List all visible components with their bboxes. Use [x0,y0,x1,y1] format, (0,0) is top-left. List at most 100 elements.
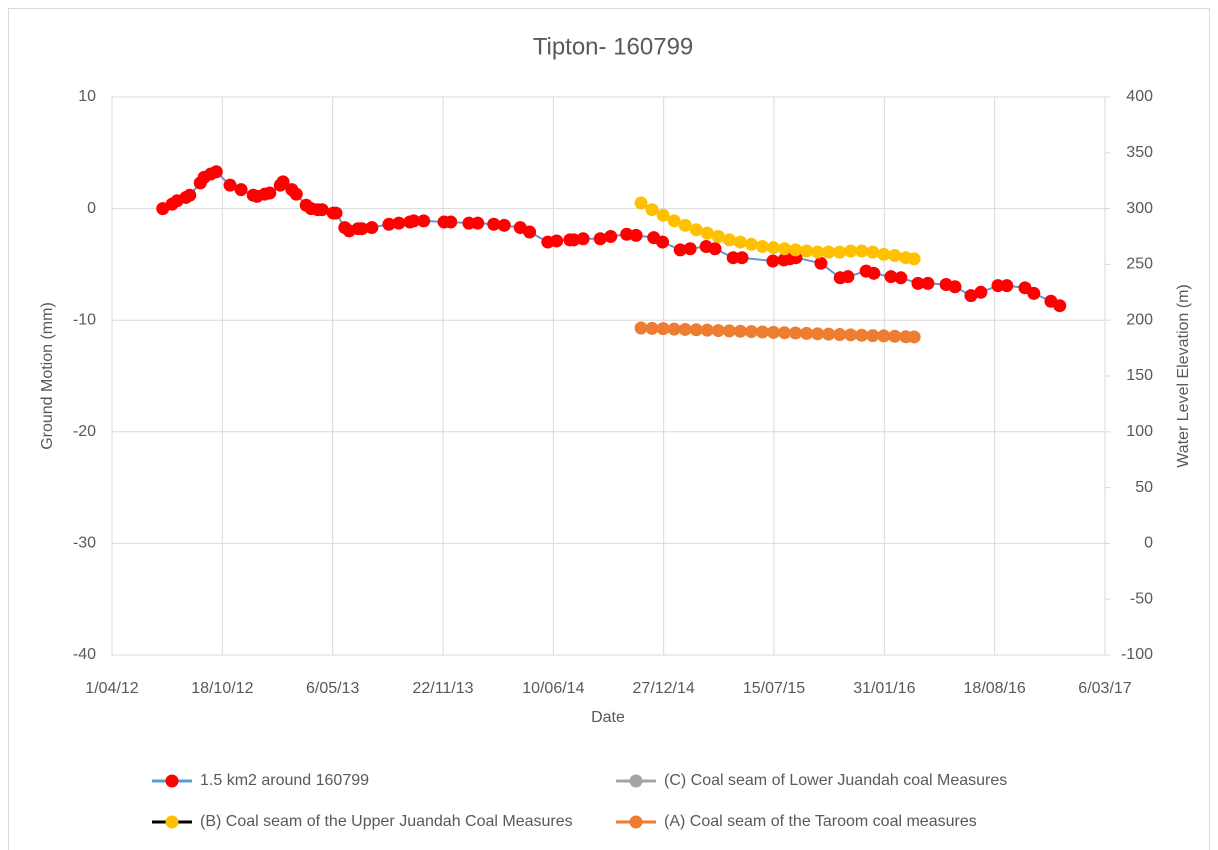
chart-title: Tipton- 160799 [533,33,694,60]
data-point [811,327,825,341]
data-point [855,244,869,258]
data-point [866,245,880,259]
data-point [223,178,237,192]
data-point [634,321,648,335]
data-point [634,196,648,210]
data-point [948,280,962,294]
data-point [315,203,329,217]
y2-tick-label: 0 [1144,535,1153,552]
y-tick-label: 0 [87,200,96,217]
data-point [1053,299,1067,313]
legend-label: 1.5 km2 around 160799 [200,772,369,789]
x-tick-label: 22/11/13 [412,680,473,697]
y2-axis-title: Water Level Elevation (m) [1175,284,1192,467]
data-point [855,328,869,342]
legend-marker [165,815,179,829]
legend-marker [629,815,643,829]
data-point [789,243,803,257]
data-point [755,325,769,339]
x-tick-label: 27/12/14 [633,680,695,697]
x-tick-label: 10/06/14 [522,680,584,697]
data-point [689,223,703,237]
data-point [877,329,891,343]
data-point [844,328,858,342]
data-point [921,276,935,290]
data-point [673,243,687,257]
legend-label: (A) Coal seam of the Taroom coal measure… [664,813,977,830]
legend-label: (C) Coal seam of Lower Juandah coal Meas… [664,772,1007,789]
y2-tick-label: -50 [1130,590,1153,607]
data-point [884,270,898,284]
data-point [550,234,564,248]
data-point [329,206,343,220]
x-tick-label: 1/04/12 [85,680,138,697]
data-point [877,247,891,261]
data-point [833,245,847,259]
data-point [689,323,703,337]
data-point [735,251,749,265]
data-point [822,327,836,341]
legend-marker [165,774,179,788]
data-point [523,225,537,239]
data-point [789,326,803,340]
data-point [700,226,714,240]
data-point [755,240,769,254]
data-point [593,232,607,246]
data-point [722,233,736,247]
data-point [656,208,670,222]
y2-tick-label: 300 [1126,200,1153,217]
data-point [866,329,880,343]
y-tick-label: 10 [78,88,96,105]
data-point [645,203,659,217]
x-tick-label: 18/10/12 [191,680,253,697]
data-point [678,218,692,232]
data-point [645,321,659,335]
data-point [497,218,511,232]
data-point [766,254,780,268]
data-point [183,188,197,202]
data-point [487,217,501,231]
data-point [733,235,747,249]
data-point [365,221,379,235]
data-point [867,266,881,280]
data-point [382,217,396,231]
y2-tick-label: 150 [1126,367,1153,384]
data-point [722,324,736,338]
data-point [974,285,988,299]
data-point [1027,286,1041,300]
x-tick-label: 31/01/16 [853,680,915,697]
data-point [907,330,921,344]
data-point [711,324,725,338]
data-point [800,244,814,258]
y2-tick-label: 100 [1126,423,1153,440]
y2-tick-label: -100 [1121,646,1153,663]
data-point [604,230,618,243]
data-point [711,230,725,243]
y2-tick-label: 400 [1126,88,1153,105]
y-tick-label: -20 [73,423,96,440]
data-point [777,242,791,256]
y2-tick-label: 50 [1135,479,1153,496]
data-point [911,276,925,290]
x-tick-label: 15/07/15 [743,680,805,697]
y-tick-label: -30 [73,535,96,552]
data-point [683,242,697,256]
data-point [392,216,406,230]
data-point [656,235,670,249]
data-point [1000,279,1014,293]
data-point [733,324,747,338]
chart-border [8,8,1210,850]
data-point [814,256,828,270]
data-point [276,175,290,189]
data-point [209,165,223,179]
x-tick-label: 6/03/17 [1078,680,1131,697]
data-point [811,245,825,259]
data-point [708,242,722,256]
x-axis-title: Date [591,709,625,726]
data-point [907,252,921,266]
data-point [700,323,714,337]
data-point [289,187,303,201]
y-tick-label: -40 [73,646,96,663]
data-point [234,183,248,197]
